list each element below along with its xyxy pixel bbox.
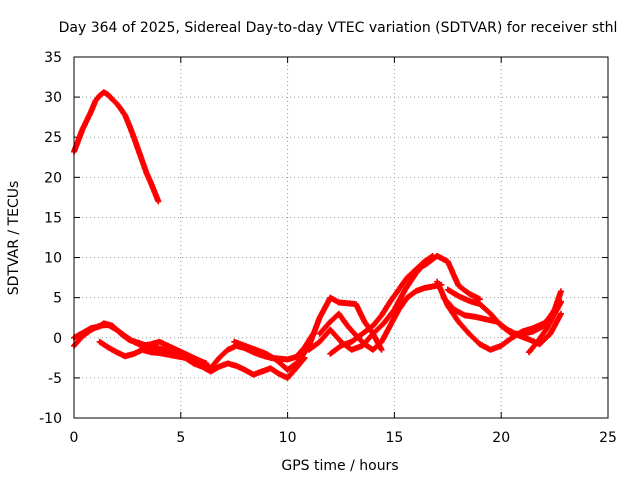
data-point-fill <box>285 366 299 380</box>
data-point-fill <box>360 323 375 336</box>
data-point-fill <box>477 302 493 316</box>
data-point-fill <box>97 339 110 350</box>
series-arc-1 <box>71 89 162 205</box>
series-arc-12 <box>412 252 483 303</box>
data-point-fill <box>405 289 418 300</box>
y-tick-label: 30 <box>44 90 62 106</box>
data-point-fill <box>467 331 482 347</box>
data-point-fill <box>97 321 106 329</box>
data-point-fill <box>396 295 410 312</box>
y-tick-label: 15 <box>44 210 62 226</box>
data-point-fill <box>208 356 222 371</box>
data-point-fill <box>336 311 350 328</box>
x-tick-label: 15 <box>385 430 403 446</box>
data-point-fill <box>371 313 384 328</box>
x-tick-label: 0 <box>70 430 79 446</box>
data-point-fill <box>535 328 549 344</box>
y-tick-label: 5 <box>53 291 62 307</box>
data-point-fill <box>114 101 124 111</box>
data-point-fill <box>106 92 115 102</box>
data-point <box>155 198 162 205</box>
data-point-fill <box>445 259 461 288</box>
y-tick-label: -5 <box>48 371 62 387</box>
data-point-fill <box>456 283 471 296</box>
data-point-fill <box>548 312 564 336</box>
data-point <box>558 288 565 295</box>
data-point-fill <box>371 339 384 352</box>
x-tick-label: 20 <box>492 430 510 446</box>
data-point-fill <box>97 90 106 98</box>
data-point-fill <box>495 319 510 332</box>
data-marks <box>71 89 565 381</box>
data-point-fill <box>396 275 410 292</box>
y-tick-label: 10 <box>44 251 62 267</box>
data-point <box>203 360 210 367</box>
y-axis-label: SDTVAR / TECUs <box>6 181 22 296</box>
x-tick-label: 10 <box>279 430 297 446</box>
plot-frame <box>73 56 609 419</box>
data-point-fill <box>110 97 119 106</box>
data-point-fill <box>537 331 553 347</box>
data-point-fill <box>285 359 301 372</box>
data-point-fill <box>405 267 418 280</box>
series-arc-11 <box>440 294 565 348</box>
data-point <box>558 298 565 305</box>
data-point-fill <box>402 271 418 292</box>
data-point-fill <box>392 287 408 312</box>
data-point <box>558 310 565 317</box>
data-point-fill <box>317 319 333 336</box>
data-point-fill <box>307 339 322 352</box>
series-arc-6 <box>316 281 445 353</box>
data-point-fill <box>526 339 540 355</box>
x-tick-label: 25 <box>599 430 617 446</box>
data-point-fill <box>543 311 557 332</box>
y-tick-label: 35 <box>44 50 62 66</box>
y-tick-label: 20 <box>44 170 62 186</box>
data-point-fill <box>387 307 401 328</box>
chart-title: Day 364 of 2025, Sidereal Day-to-day VTE… <box>59 20 618 36</box>
data-point-fill <box>110 323 123 336</box>
series-arc-8 <box>327 252 436 357</box>
data-point-fill <box>102 89 111 98</box>
data-point-fill <box>371 321 386 336</box>
data-point-fill <box>306 316 323 348</box>
data-point-fill <box>71 334 85 348</box>
data-point <box>476 296 483 303</box>
x-tick-label: 5 <box>176 430 185 446</box>
x-axis-label: GPS time / hours <box>281 458 398 474</box>
data-point-fill <box>388 287 401 304</box>
data-point-fill <box>360 331 376 348</box>
data-point-fill <box>328 343 343 356</box>
data-point <box>378 346 385 353</box>
series-arc-13 <box>525 298 565 356</box>
data-point-fill <box>349 331 365 344</box>
series-arc-5 <box>231 294 385 373</box>
data-point-fill <box>345 323 358 338</box>
y-tick-label: -10 <box>39 411 62 427</box>
y-tick-label: 0 <box>53 331 62 347</box>
data-point-fill <box>379 299 393 318</box>
data-point-fill <box>317 327 333 344</box>
data-point-fill <box>499 335 514 348</box>
data-point-fill <box>217 347 230 360</box>
data-point-fill <box>381 307 397 326</box>
data-point-fill <box>328 327 343 344</box>
y-tick-label: 25 <box>44 130 62 146</box>
data-point-fill <box>353 302 367 324</box>
series-arc-4 <box>71 320 210 367</box>
data-point-fill <box>441 295 457 312</box>
data-point-fill <box>93 93 102 103</box>
data-point-fill <box>379 324 393 344</box>
data-point-fill <box>294 345 307 359</box>
axis-ticks: 0 5 10 15 20 25 -10 -5 0 5 10 15 20 25 30 35 <box>39 50 617 446</box>
data-point-fill <box>456 319 472 336</box>
